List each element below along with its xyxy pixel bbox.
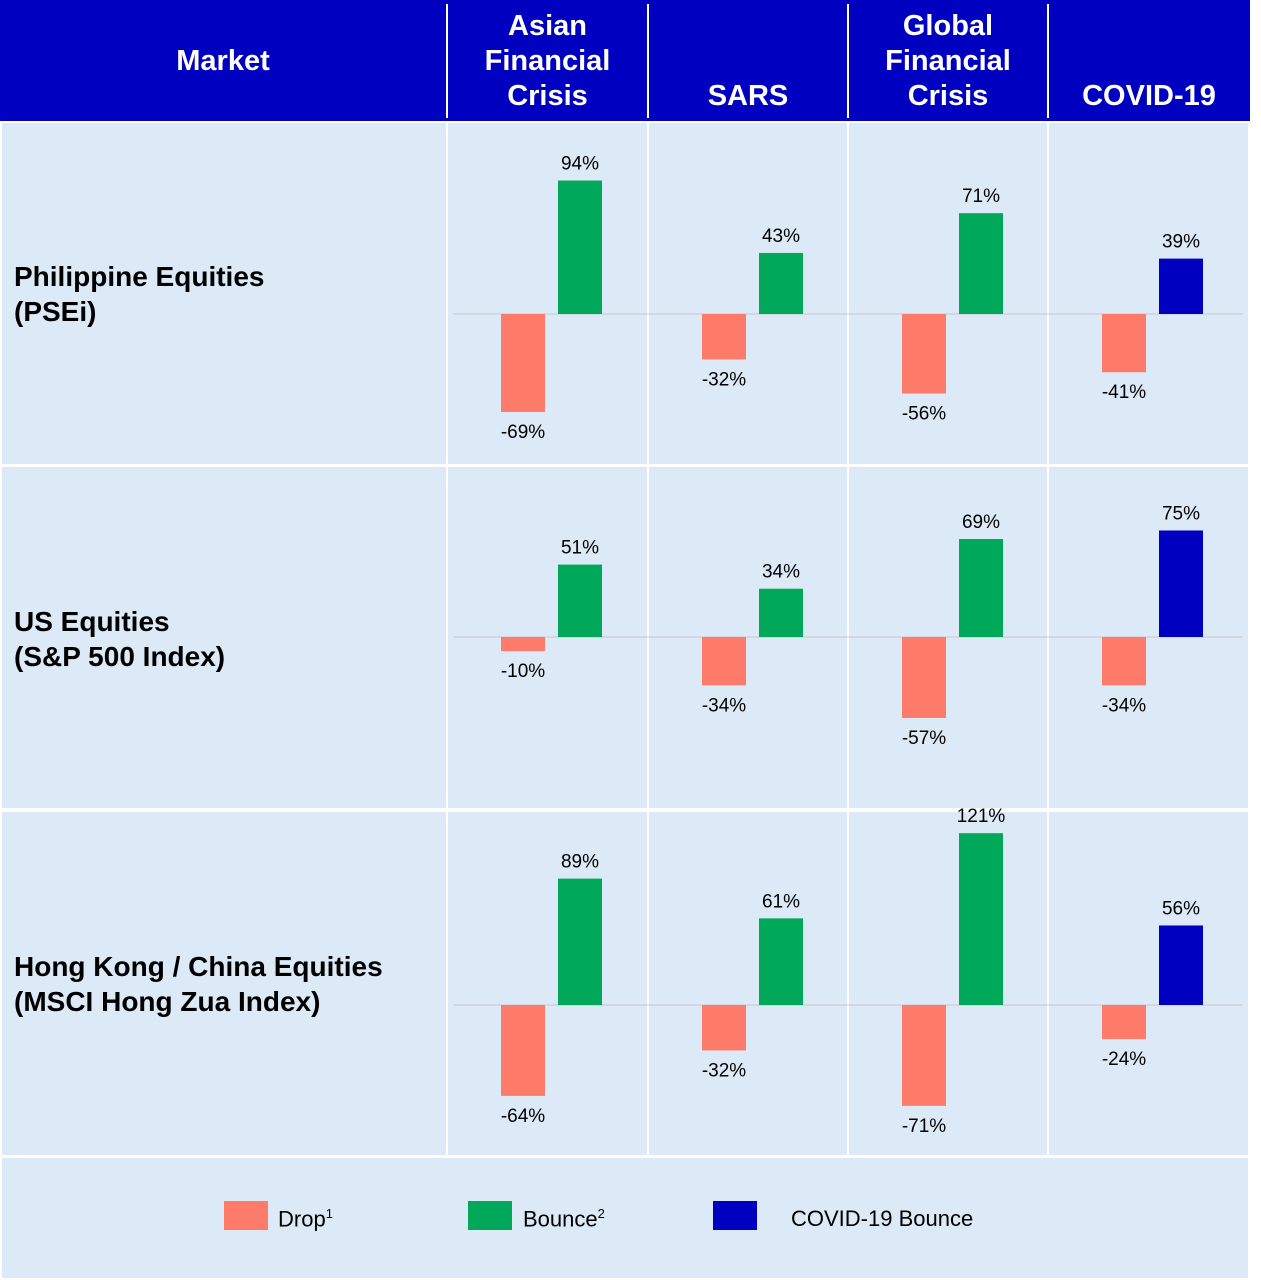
drop-data-label: -57%: [902, 728, 946, 749]
drop-bar: [702, 637, 746, 686]
legend-swatch-covid-bounce: [713, 1201, 757, 1230]
legend-swatch-drop: [224, 1201, 268, 1230]
row-label-hong-kong-china-equities: Hong Kong / China Equities (MSCI Hong Zu…: [14, 951, 383, 1017]
bounce-data-label: 61%: [762, 891, 800, 912]
header-sars: SARS: [707, 80, 789, 112]
drop-bar: [702, 1005, 746, 1051]
legend: Drop1 Bounce2 COVID-19 Bounce: [2, 1158, 1248, 1278]
legend-label-drop: Drop1: [278, 1206, 333, 1232]
drop-bar: [1102, 637, 1146, 686]
bounce-bar: [558, 878, 602, 1005]
bounce-data-label: 69%: [962, 512, 1000, 533]
bounce-bar: [759, 588, 803, 637]
drop-data-label: -64%: [501, 1106, 545, 1127]
drop-data-label: -32%: [702, 1060, 746, 1081]
drop-bar: [501, 637, 545, 652]
drop-bar: [1102, 1005, 1146, 1040]
bounce-data-label: 89%: [561, 852, 599, 873]
bounce-data-label: 51%: [561, 538, 599, 559]
covid-bounce-bar: [1159, 925, 1203, 1005]
bounce-data-label: 75%: [1162, 504, 1200, 525]
drop-bar: [501, 1005, 545, 1096]
header-covid-19: COVID-19: [1082, 80, 1216, 112]
market-label-cell: [2, 812, 446, 1155]
bounce-bar: [759, 918, 803, 1005]
chart-cell: [448, 812, 647, 1155]
drop-data-label: -34%: [1102, 695, 1146, 716]
chart-cell: [1049, 812, 1248, 1155]
table-header: Market Asian Financial Crisis SARS Globa…: [0, 0, 1250, 121]
drop-bar: [702, 314, 746, 360]
drop-bar: [1102, 314, 1146, 373]
chart-cell: [649, 123, 847, 464]
row-label-philippine-equities: Philippine Equities (PSEi): [14, 261, 265, 327]
drop-data-label: -71%: [902, 1116, 946, 1137]
bounce-data-label: 56%: [1162, 898, 1200, 919]
drop-data-label: -56%: [902, 404, 946, 425]
header-divider: [1047, 4, 1049, 118]
bounce-bar: [959, 539, 1003, 637]
legend-label-covid-bounce: COVID-19 Bounce: [791, 1206, 974, 1231]
header-market: Market: [176, 44, 270, 77]
drop-data-label: -24%: [1102, 1049, 1146, 1070]
bounce-data-label: 71%: [962, 186, 1000, 207]
header-divider: [446, 4, 448, 118]
bounce-bar: [558, 180, 602, 314]
chart-cell: [849, 812, 1047, 1155]
legend-label-bounce: Bounce2: [523, 1206, 605, 1232]
drop-data-label: -10%: [501, 661, 545, 682]
covid-bounce-bar: [1159, 530, 1203, 637]
chart-cell: [649, 812, 847, 1155]
chart-grid: -69% 94% -32% 43% -56% 71% -41% 39% -10% 51% -34% 3…: [2, 123, 1248, 1155]
header-divider: [647, 4, 649, 118]
bounce-data-label: 39%: [1162, 232, 1200, 253]
chart-cell: [448, 123, 647, 464]
row-label-us-equities: US Equities (S&P 500 Index): [14, 606, 226, 672]
drop-bar: [902, 1005, 946, 1106]
bounce-data-label: 43%: [762, 226, 800, 247]
chart-cell: [1049, 123, 1248, 464]
drop-bar: [902, 637, 946, 718]
drop-data-label: -34%: [702, 695, 746, 716]
drop-bar: [501, 314, 545, 412]
bounce-bar: [959, 213, 1003, 314]
header-global-financial-crisis: Global Financial Crisis: [885, 9, 1011, 112]
bounce-data-label: 94%: [561, 154, 599, 175]
drop-bar: [902, 314, 946, 394]
header-asian-financial-crisis: Asian Financial Crisis: [484, 9, 611, 112]
legend-swatch-bounce: [468, 1201, 512, 1230]
bounce-bar: [759, 252, 803, 314]
drop-data-label: -32%: [702, 369, 746, 390]
market-label-cell: [2, 467, 446, 808]
chart-cell: [849, 123, 1047, 464]
covid-bounce-bar: [1159, 258, 1203, 314]
drop-data-label: -69%: [501, 422, 545, 443]
bounce-data-label: 121%: [957, 806, 1006, 827]
bounce-bar: [558, 564, 602, 637]
drop-data-label: -41%: [1102, 382, 1146, 403]
bounce-data-label: 34%: [762, 562, 800, 583]
bounce-bar: [959, 833, 1003, 1005]
market-label-cell: [2, 123, 446, 464]
header-divider: [847, 4, 849, 118]
